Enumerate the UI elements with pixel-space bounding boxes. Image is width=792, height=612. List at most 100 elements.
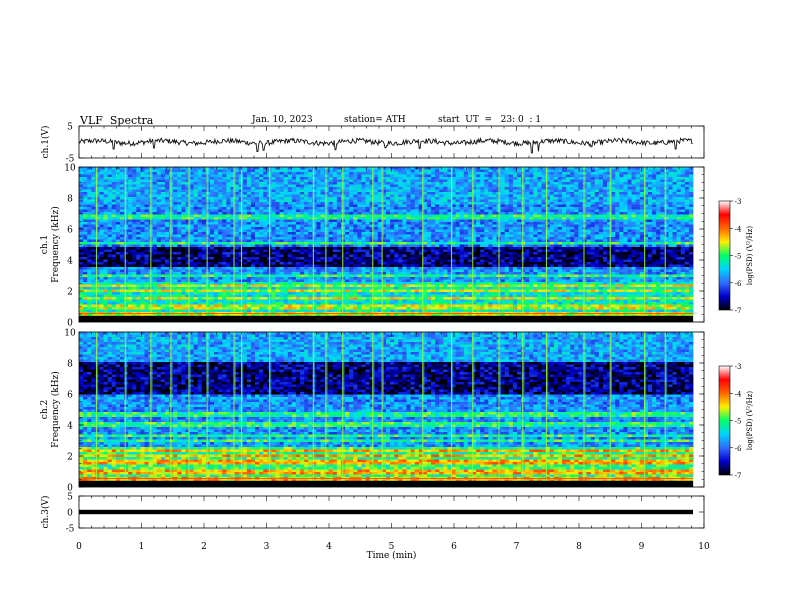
spectrogram-cell xyxy=(222,187,227,190)
spectrogram-cell xyxy=(521,192,526,195)
spectrogram-cell xyxy=(304,222,309,225)
spectrogram-cell xyxy=(562,172,567,175)
spectrogram-cell xyxy=(193,194,199,198)
spectrogram-cell xyxy=(426,244,432,248)
spectrogram-cell xyxy=(79,197,84,200)
spectrogram-cell xyxy=(361,227,366,230)
spectrogram-cell xyxy=(328,242,334,245)
spectrogram-cell xyxy=(406,199,411,203)
spectrogram-cell xyxy=(99,202,104,205)
spectrogram-cell xyxy=(566,224,571,228)
spectrogram-cell xyxy=(541,237,547,240)
spectrogram-cell xyxy=(615,214,620,218)
spectrogram-cell xyxy=(250,242,256,245)
spectrogram-cell xyxy=(308,209,313,213)
spectrogram-cell xyxy=(390,199,395,203)
spectrogram-cell xyxy=(525,187,530,190)
spectrogram-cell xyxy=(214,199,219,203)
spectrogram-cell xyxy=(357,199,362,203)
spectrogram-cell xyxy=(361,187,366,190)
spectrogram-cell xyxy=(410,179,416,183)
spectrogram-cell xyxy=(566,227,571,230)
spectrogram-cell xyxy=(185,222,190,225)
spectrogram-cell xyxy=(529,239,534,243)
spectrogram-cell xyxy=(103,182,109,185)
spectrogram-cell xyxy=(406,239,411,243)
spectrogram-cell xyxy=(79,227,84,230)
spectrogram-cell xyxy=(115,184,121,188)
spectrogram-cell xyxy=(615,207,620,210)
spectrogram-cell xyxy=(410,207,416,210)
spectrogram-cell xyxy=(484,177,489,180)
spectrogram-cell xyxy=(516,224,522,228)
spectrogram-cell xyxy=(590,242,596,245)
spectrogram-cell xyxy=(684,242,690,245)
spectrogram-cell xyxy=(177,247,182,250)
spectrogram-cell xyxy=(504,189,510,193)
spectrogram-cell xyxy=(304,172,309,175)
spectrogram-cell xyxy=(631,227,637,230)
spectrogram-cell xyxy=(144,229,149,233)
spectrogram-cell xyxy=(455,237,461,240)
spectrogram-cell xyxy=(320,234,325,238)
spectrogram-cell xyxy=(119,212,125,215)
spectrogram-cell xyxy=(557,194,563,198)
spectrogram-cell xyxy=(467,212,473,215)
spectrogram-cell xyxy=(283,187,289,190)
spectrogram-cell xyxy=(357,207,362,210)
spectrogram-cell xyxy=(529,212,534,215)
spectrogram-cell xyxy=(459,182,465,185)
spectrogram-cell xyxy=(263,239,268,243)
spectrogram-cell xyxy=(255,177,260,180)
spectrogram-cell xyxy=(201,214,207,218)
spectrogram-cell xyxy=(635,202,641,205)
spectrogram-cell xyxy=(566,192,571,195)
spectrogram-cell xyxy=(103,199,109,203)
spectrogram-cell xyxy=(537,189,542,193)
spectrogram-cell xyxy=(488,214,493,218)
spectrogram-cell xyxy=(156,209,162,213)
spectrogram-cell xyxy=(578,219,583,223)
spectrogram-cell xyxy=(680,209,686,213)
spectrogram-cell xyxy=(197,242,203,245)
spectrogram-cell xyxy=(136,232,141,235)
spectrogram-cell xyxy=(656,247,661,250)
spectrogram-cell xyxy=(234,229,240,233)
spectrogram-cell xyxy=(688,244,694,248)
spectrogram-cell xyxy=(463,242,469,245)
spectrogram-cell xyxy=(222,202,227,205)
spectrogram-cell xyxy=(242,194,248,198)
spectrogram-cell xyxy=(516,222,522,225)
spectrogram-cell xyxy=(250,179,256,183)
spectrogram-cell xyxy=(598,177,604,180)
spectrogram-cell xyxy=(590,174,596,178)
spectrogram-cell xyxy=(508,194,514,198)
spectrogram-cell xyxy=(107,214,113,218)
spectrogram-cell xyxy=(557,184,563,188)
spectrogram-cell xyxy=(521,239,526,243)
spectrogram-cell xyxy=(574,222,579,225)
spectrogram-cell xyxy=(320,192,325,195)
spectrogram-cell xyxy=(377,227,383,230)
spectrogram-cell xyxy=(218,179,223,183)
spectrogram-cell xyxy=(181,187,186,190)
spectrogram-cell xyxy=(684,207,690,210)
spectrogram-cell xyxy=(676,179,682,183)
spectrogram-cell xyxy=(124,244,129,248)
spectrogram-cell xyxy=(619,209,624,213)
spectrogram-cell xyxy=(234,227,240,230)
spectrogram-cell xyxy=(398,227,403,230)
spectrogram-cell xyxy=(578,229,583,233)
spectrogram-cell xyxy=(656,209,661,213)
spectrogram-cell xyxy=(136,189,141,193)
spectrogram-cell xyxy=(79,179,84,183)
spectrogram-cell xyxy=(320,209,325,213)
spectrogram-cell xyxy=(390,212,395,215)
spectrogram-cell xyxy=(357,169,362,173)
spectrogram-cell xyxy=(623,224,628,228)
spectrogram-cell xyxy=(476,207,481,210)
spectrogram-cell xyxy=(189,177,195,180)
spectrogram-cell xyxy=(271,187,276,190)
spectrogram-cell xyxy=(394,169,399,173)
spectrogram-cell xyxy=(602,242,608,245)
